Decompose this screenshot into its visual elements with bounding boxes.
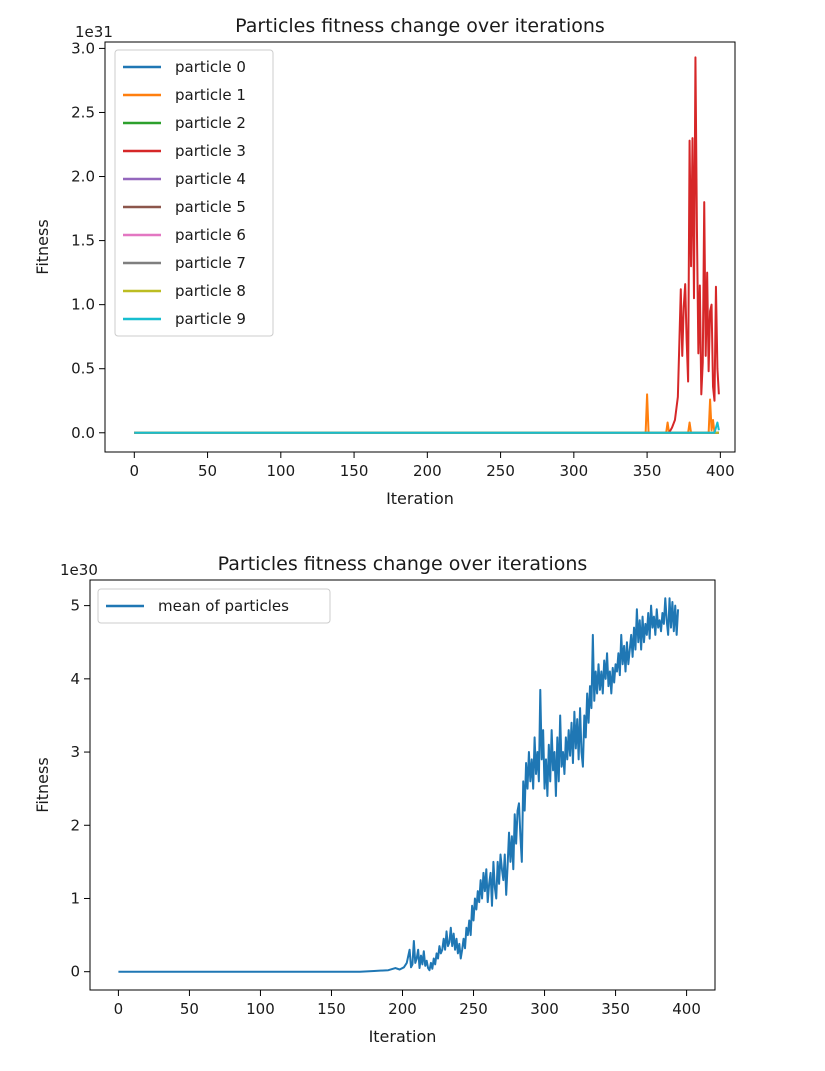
x-tick-label: 0 (114, 1000, 124, 1018)
legend-label: particle 4 (175, 170, 246, 188)
x-tick-label: 100 (266, 462, 295, 480)
x-tick-label: 50 (198, 462, 217, 480)
chart-title: Particles fitness change over iterations (235, 15, 605, 37)
x-tick-label: 350 (601, 1000, 630, 1018)
legend-label: particle 3 (175, 142, 246, 160)
plot-frame (104, 41, 736, 453)
x-axis-label: Iteration (386, 489, 454, 508)
x-tick-label: 300 (530, 1000, 559, 1018)
x-axis-label: Iteration (369, 1027, 437, 1046)
x-tick-label: 150 (317, 1000, 346, 1018)
x-tick-label: 400 (706, 462, 735, 480)
legend-label: particle 0 (175, 58, 246, 76)
legend-label: particle 7 (175, 254, 246, 272)
y-tick-label: 3.0 (71, 39, 95, 57)
y-tick-label: 0 (70, 963, 80, 981)
x-tick-label: 200 (413, 462, 442, 480)
x-tick-label: 350 (633, 462, 662, 480)
x-tick-label: 400 (672, 1000, 701, 1018)
x-tick-label: 200 (388, 1000, 417, 1018)
x-tick-label: 300 (560, 462, 589, 480)
legend-label: particle 1 (175, 86, 246, 104)
x-tick-label: 250 (459, 1000, 488, 1018)
legend-label: particle 8 (175, 282, 246, 300)
series-line-9 (134, 421, 720, 434)
y-tick-label: 2.0 (71, 168, 95, 186)
y-tick-label: 1.5 (71, 232, 95, 250)
y-axis-label: Fitness (33, 219, 52, 274)
series-line-0 (118, 597, 680, 973)
y-tick-label: 2.5 (71, 103, 95, 121)
y-tick-label: 0.5 (71, 360, 95, 378)
y-tick-label: 4 (70, 670, 80, 688)
legend-label: mean of particles (158, 597, 289, 615)
y-tick-label: 1.0 (71, 296, 95, 314)
y-tick-label: 5 (70, 597, 80, 615)
x-tick-label: 250 (486, 462, 515, 480)
chart-mean-svg: Particles fitness change over iterations… (33, 553, 716, 1046)
y-tick-label: 0.0 (71, 424, 95, 442)
y-tick-label: 2 (70, 816, 80, 834)
legend-box (114, 49, 274, 337)
legend-label: particle 9 (175, 310, 246, 328)
series-line-1 (134, 393, 719, 434)
x-tick-label: 50 (180, 1000, 199, 1018)
x-tick-label: 150 (340, 462, 369, 480)
x-tick-label: 0 (130, 462, 140, 480)
chart-particles-svg: Particles fitness change over iterations… (33, 15, 736, 508)
x-tick-label: 100 (246, 1000, 275, 1018)
legend-box (97, 588, 331, 624)
chart-title: Particles fitness change over iterations (218, 553, 588, 575)
y-offset-label: 1e31 (75, 23, 113, 41)
plot-frame (89, 579, 716, 991)
y-axis-label: Fitness (33, 757, 52, 812)
chart-particles: Particles fitness change over iterations… (0, 0, 825, 530)
y-tick-label: 1 (70, 889, 80, 907)
series-line-3 (134, 56, 720, 434)
legend-label: particle 2 (175, 114, 246, 132)
legend: particle 0 particle 1 particle 2 particle 3… (114, 49, 274, 337)
y-tick-label: 3 (70, 743, 80, 761)
y-offset-label: 1e30 (60, 561, 98, 579)
chart-mean: Particles fitness change over iterations… (0, 530, 825, 1067)
legend: mean of particles (97, 588, 331, 624)
plot-area (134, 56, 720, 434)
plot-area (118, 597, 680, 973)
legend-label: particle 5 (175, 198, 246, 216)
legend-label: particle 6 (175, 226, 246, 244)
